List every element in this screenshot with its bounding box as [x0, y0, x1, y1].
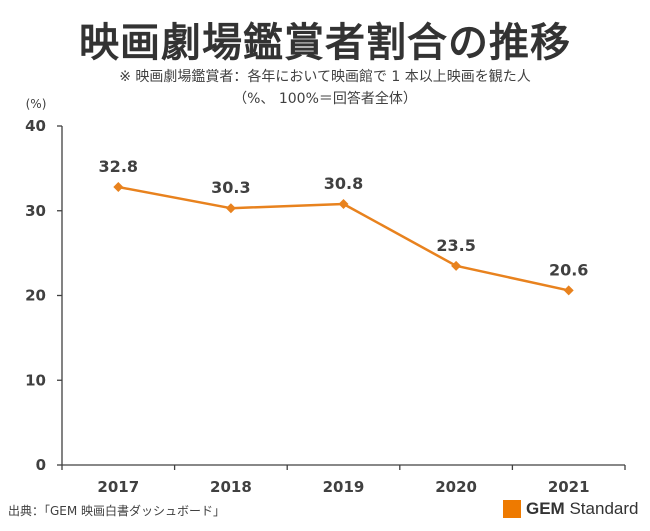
page-title: 映画劇場鑑賞者割合の推移	[79, 20, 571, 66]
data-point-marker	[563, 285, 574, 296]
data-value-label: 20.6	[549, 260, 588, 279]
x-tick-label: 2017	[97, 478, 139, 496]
data-point-marker	[225, 203, 236, 214]
data-value-label: 23.5	[436, 236, 475, 255]
data-value-label: 30.8	[324, 174, 363, 193]
data-point-marker	[451, 260, 462, 271]
logo-brand: GEM	[526, 499, 565, 518]
source-note: 出典：「GEM 映画白書ダッシュボード」	[8, 504, 226, 518]
y-tick-label: 40	[25, 117, 46, 135]
data-point-marker	[113, 182, 124, 193]
y-tick-label: 0	[36, 456, 46, 474]
data-value-label: 32.8	[99, 157, 138, 176]
x-tick-label: 2019	[323, 478, 365, 496]
x-tick-label: 2020	[435, 478, 477, 496]
y-tick-label: 30	[25, 202, 46, 220]
subtitle-definition: ※ 映画劇場鑑賞者：各年において映画館で 1 本以上映画を観た人	[119, 69, 531, 85]
y-axis-unit-label: (%)	[26, 97, 47, 111]
logo-name: Standard	[569, 499, 639, 518]
subtitle-unit: （%、 100%＝回答者全体）	[233, 91, 417, 107]
y-tick-label: 10	[25, 371, 46, 389]
x-tick-label: 2018	[210, 478, 252, 496]
data-point-marker	[338, 198, 349, 209]
gem-standard-logo: GEM Standard	[503, 499, 638, 519]
logo-square-icon	[503, 500, 521, 518]
data-value-label: 30.3	[211, 178, 250, 197]
y-tick-label: 20	[25, 287, 46, 305]
x-tick-label: 2021	[548, 478, 590, 496]
